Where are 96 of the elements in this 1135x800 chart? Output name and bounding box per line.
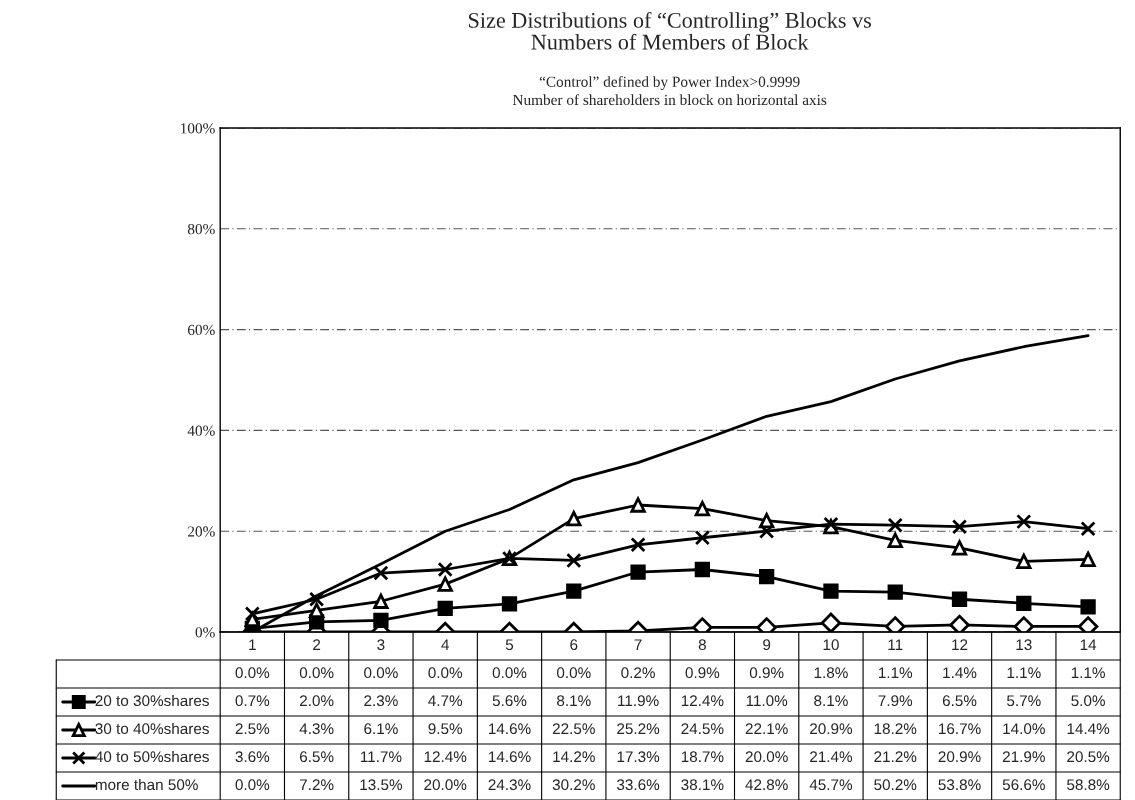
data-label: 2.3% [364,695,398,707]
data-label: 45.7% [809,779,853,791]
data-label: 20.0% [745,751,788,763]
y-tick-label: 20% [188,526,215,537]
data-label: 20.0% [424,779,467,791]
data-label: 1.1% [878,667,913,679]
legend-label: 20 to 30%shares [95,694,209,707]
data-label: 12.4% [681,695,724,707]
y-tick-label: 80% [187,223,215,235]
x-tick-label: 9 [763,639,771,651]
data-label: 25.2% [617,723,660,735]
data-label: 2.0% [299,695,334,707]
data-label: 20.5% [1067,751,1110,763]
x-tick-label: 1 [249,639,256,650]
data-label: 50.2% [874,779,917,791]
data-label: 20.9% [810,723,853,735]
data-label: 0.0% [492,667,527,679]
data-label: 21.4% [810,751,853,763]
data-label: 6.5% [299,751,334,763]
data-label: 11.0% [746,695,788,707]
data-label: 1.4% [943,667,977,679]
data-label: 8.1% [557,695,591,707]
chart-title: Size Distributions of “Controlling” Blocks vs Numbers of Members of Block [468,12,871,50]
data-label: 5.0% [1071,695,1105,707]
data-label: 5.6% [492,695,527,707]
data-label: 1.8% [814,667,848,679]
data-label: 42.8% [745,779,788,791]
x-tick-label: 12 [952,639,968,650]
x-tick-label: 7 [634,639,642,650]
data-label: 30.2% [552,779,595,791]
data-label: 18.2% [874,723,917,735]
data-label: 16.7% [939,723,981,735]
data-label: 0.0% [235,779,270,791]
data-label: 0.2% [621,667,655,679]
legend-label: 40 to 50%shares [95,750,209,763]
data-label: 22.1% [745,723,788,735]
data-label: 6.5% [942,695,977,707]
y-tick-label: 100% [181,123,215,134]
data-label: 2.5% [235,723,270,735]
y-tick-label: 40% [187,425,215,436]
data-label: 0.0% [364,667,398,679]
chart-subtitle: “Control” defined by Power Index>0.9999 Number of shareholders in block on horizontal axis [512,76,827,106]
data-label: 1.1% [1071,667,1105,679]
data-label: 14.6% [489,723,531,735]
data-label: 0.9% [685,667,720,679]
x-tick-label: 5 [505,639,514,651]
data-label: 21.2% [874,751,917,763]
x-tick-label: 8 [698,639,706,651]
data-label: 3.6% [235,751,270,763]
data-label: 0.0% [556,667,591,679]
data-label: 18.7% [681,751,724,763]
data-label: 11.9% [618,695,659,707]
data-label: 1.1% [1007,667,1041,679]
y-tick-label: 0% [195,627,215,638]
legend-label: 30 to 40%shares [95,722,209,735]
x-tick-label: 4 [441,639,450,650]
data-label: 6.1% [364,723,398,735]
data-label: 12.4% [424,751,467,763]
data-label: 0.7% [235,695,270,707]
y-tick-label: 60% [187,324,215,336]
data-label: 8.1% [814,695,848,707]
data-label: 56.6% [1002,779,1045,791]
data-label: 24.5% [681,723,724,735]
data-label: 7.2% [300,779,334,791]
data-label: 22.5% [552,723,595,735]
data-label: 38.1% [681,779,724,791]
data-label: 4.3% [299,723,334,735]
data-label: 21.9% [1002,751,1045,763]
data-label: 24.3% [488,779,531,791]
data-label: 33.6% [617,779,660,791]
x-tick-label: 10 [823,639,839,651]
data-label: 9.5% [428,723,463,735]
data-label: 14.4% [1067,723,1110,735]
data-label: 14.6% [489,751,531,763]
data-label: 14.2% [553,751,595,763]
data-label: 17.3% [617,751,660,763]
x-tick-label: 2 [313,639,321,650]
data-label: 20.9% [938,751,981,763]
data-label: 11.7% [360,751,402,763]
x-tick-label: 3 [377,639,385,651]
data-label: 7.9% [878,695,913,707]
data-label: 0.0% [235,667,270,679]
data-label: 58.8% [1067,779,1110,791]
data-label: 0.0% [299,667,334,679]
data-label: 0.0% [428,667,463,679]
x-tick-label: 6 [570,639,578,651]
data-label: 13.5% [360,779,403,791]
x-tick-label: 14 [1080,639,1097,650]
x-tick-label: 13 [1016,639,1032,651]
data-label: 53.8% [938,779,981,791]
data-label: 0.9% [749,667,784,679]
data-label: 4.7% [428,695,463,707]
x-tick-label: 11 [888,639,903,650]
data-label: 14.0% [1003,723,1045,735]
legend-label: more than 50% [95,778,198,791]
data-label: 5.7% [1007,695,1041,707]
